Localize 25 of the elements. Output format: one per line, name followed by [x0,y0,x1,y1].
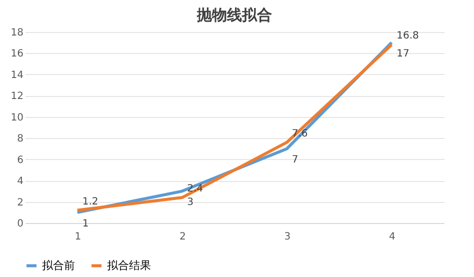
data-label: 17 [396,48,410,60]
data-label: 1 [82,218,89,230]
y-tick-label: 18 [10,28,24,38]
x-tick-label: 1 [74,232,82,242]
legend-label: 拟合前 [42,258,75,272]
data-label: 3 [187,197,194,208]
legend-label: 拟合结果 [107,258,151,272]
y-tick-label: 10 [10,112,24,124]
y-tick-label: 8 [17,134,24,145]
data-label: 2.4 [187,184,204,195]
chart-title: 抛物线拟合 [196,6,272,24]
data-label: 7 [292,154,298,166]
y-tick-label: 4 [17,176,24,188]
x-tick-label: 2 [179,232,186,242]
data-label: 1.2 [82,196,98,208]
x-tick-label: 4 [388,232,396,242]
y-tick-label: 6 [17,154,24,166]
y-tick-label: 12 [10,91,24,102]
y-tick-label: 14 [10,70,24,81]
data-label: 16.8 [396,30,419,42]
y-tick-label: 0 [17,218,24,230]
x-tick-label: 3 [284,232,291,242]
data-label: 7.6 [292,128,308,140]
y-tick-label: 16 [10,48,24,60]
y-tick-label: 2 [17,197,24,208]
